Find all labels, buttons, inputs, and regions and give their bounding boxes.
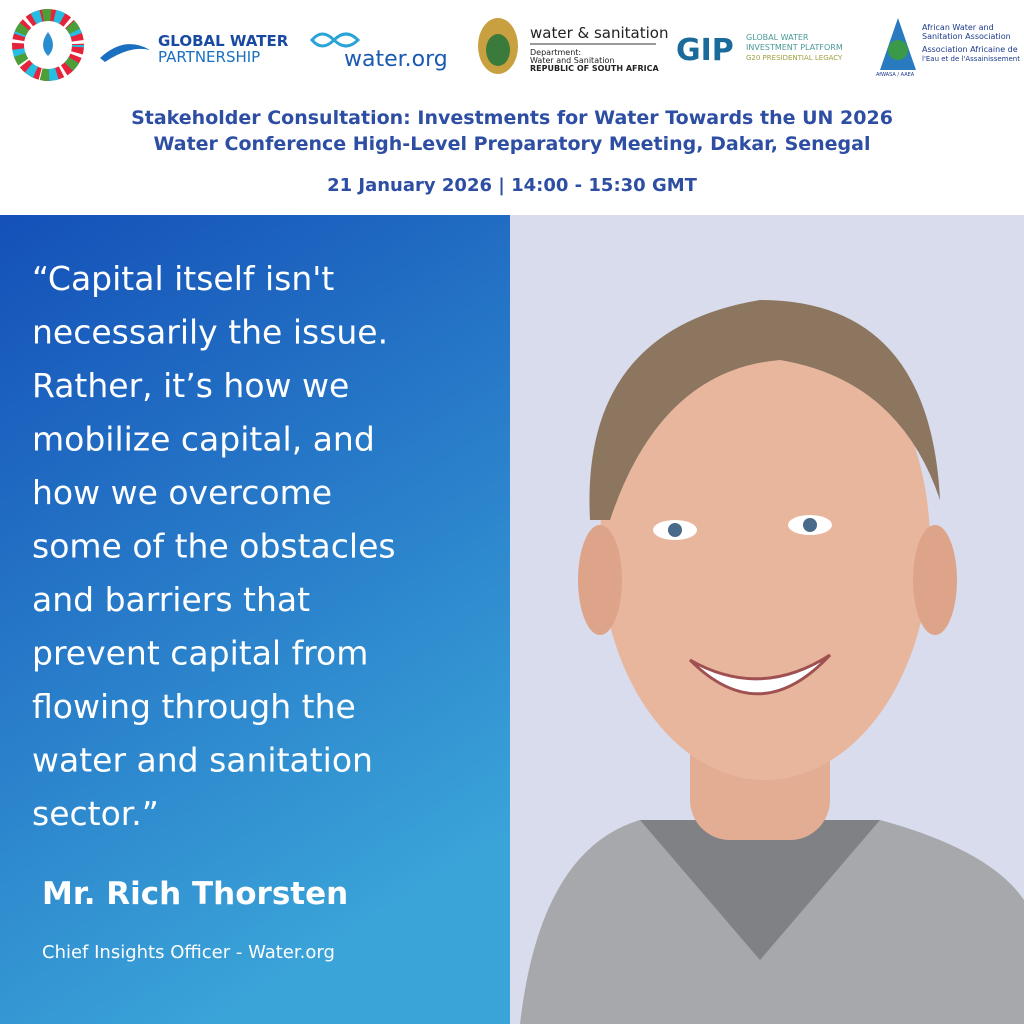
logo-text: PARTNERSHIP <box>158 48 260 66</box>
logo-text: AfWASA / AAEA <box>876 72 915 78</box>
quote-block: “Capital itself isn't necessarily the iss… <box>32 259 396 833</box>
waterorg-logo: water.org <box>310 32 448 72</box>
quote-line: how we overcome <box>32 473 332 512</box>
afwasa-logo: AfWASA / AAEA African Water and Sanitati… <box>876 18 1020 78</box>
logo-text: water.org <box>344 47 448 72</box>
logo-text: Sanitation Association <box>922 32 1011 41</box>
logo-text: GIP <box>676 33 734 68</box>
speaker-name: Mr. Rich Thorsten <box>42 876 348 912</box>
logo-text: l'Eau et de l'Assainissement <box>922 55 1020 63</box>
quote-line: mobilize capital, and <box>32 420 375 459</box>
event-date: 21 January 2026 | 14:00 - 15:30 GMT <box>327 175 698 196</box>
sdg-logo <box>12 9 84 81</box>
logo-text: G20 PRESIDENTIAL LEGACY <box>746 54 843 62</box>
quote-line: flowing through the <box>32 687 356 726</box>
quote-line: prevent capital from <box>32 634 368 673</box>
logo-text: Department: <box>530 48 581 57</box>
logo-text: water & sanitation <box>530 24 668 42</box>
quote-line: and barriers that <box>32 580 310 619</box>
quote-line: “Capital itself isn't <box>32 259 334 298</box>
title-line: Stakeholder Consultation: Investments fo… <box>131 107 893 129</box>
title-line: Water Conference High-Level Preparatory … <box>153 133 870 155</box>
speaker-role: Chief Insights Officer - Water.org <box>42 942 335 963</box>
logo-text: REPUBLIC OF SOUTH AFRICA <box>530 64 660 73</box>
logo-text: INVESTMENT PLATFORM <box>746 43 843 52</box>
gip-logo: GIP GLOBAL WATER INVESTMENT PLATFORM G20… <box>676 33 843 68</box>
logo-text: GLOBAL WATER <box>746 33 809 42</box>
dws-logo: water & sanitation Department: Water and… <box>478 18 668 74</box>
quote-line: necessarily the issue. <box>32 313 388 352</box>
quote-line: Rather, it’s how we <box>32 366 349 405</box>
logo-text: African Water and <box>922 23 994 32</box>
quote-line: some of the obstacles <box>32 527 396 566</box>
quote-line: water and sanitation <box>32 741 373 780</box>
quote-panel <box>0 215 510 1024</box>
speaker-photo <box>510 215 1024 1024</box>
logo-text: GLOBAL WATER <box>158 32 289 50</box>
logo-text: Water and Sanitation <box>530 56 614 65</box>
gwp-logo: GLOBAL WATER PARTNERSHIP <box>100 32 289 66</box>
quote-line: sector.” <box>32 794 159 833</box>
logo-text: Association Africaine de <box>922 45 1018 54</box>
